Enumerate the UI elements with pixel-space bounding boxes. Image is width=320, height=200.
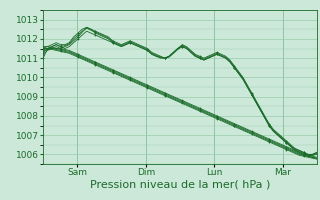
X-axis label: Pression niveau de la mer( hPa ): Pression niveau de la mer( hPa ) [90,180,270,190]
